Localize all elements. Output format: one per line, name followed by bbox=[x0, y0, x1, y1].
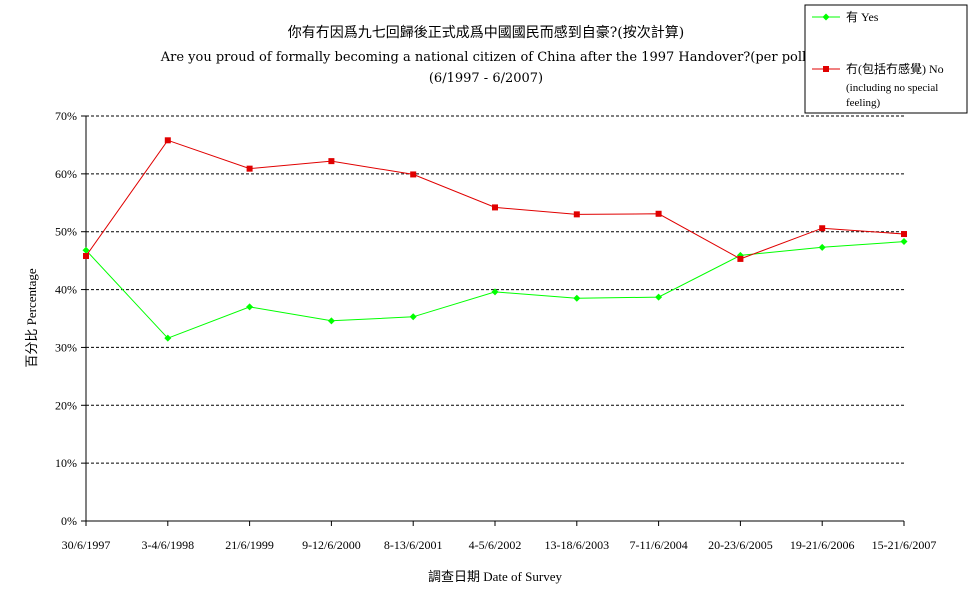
series-0-point bbox=[82, 246, 90, 254]
x-tick-label: 4-5/6/2002 bbox=[469, 538, 522, 552]
series-0-point bbox=[900, 238, 908, 246]
grid-lines bbox=[86, 115, 904, 464]
series-1-point bbox=[83, 253, 89, 260]
series-0-point bbox=[818, 243, 826, 251]
series-1-point bbox=[573, 211, 580, 218]
series-1-point bbox=[492, 204, 498, 211]
series-1-point bbox=[655, 210, 662, 217]
legend-yes-marker bbox=[822, 13, 830, 21]
series-0-point bbox=[491, 288, 499, 296]
series-line-1 bbox=[85, 139, 905, 260]
x-tick-label: 13-18/6/2003 bbox=[544, 538, 609, 552]
x-axis-label: 調查日期 Date of Survey bbox=[428, 569, 562, 584]
x-tick-label: 9-12/6/2000 bbox=[302, 538, 361, 552]
y-tick-label: 40% bbox=[55, 283, 77, 297]
chart-title: 你有冇因爲九七回歸後正式成爲中國國民而感到自豪?(按次計算) bbox=[288, 24, 684, 41]
x-tick-label: 3-4/6/1998 bbox=[141, 538, 194, 552]
axes bbox=[81, 115, 905, 526]
x-tick-label: 7-11/6/2004 bbox=[629, 538, 687, 552]
series-1-point bbox=[819, 225, 826, 232]
series-0-point bbox=[164, 334, 172, 342]
legend-box bbox=[804, 4, 968, 114]
series-layer bbox=[82, 137, 908, 342]
x-tick-label: 20-23/6/2005 bbox=[708, 538, 773, 552]
y-tick-label: 20% bbox=[55, 398, 77, 412]
series-0-point bbox=[246, 303, 254, 311]
y-tick-label: 60% bbox=[55, 167, 77, 181]
series-1-point bbox=[737, 255, 744, 262]
series-1-point bbox=[246, 165, 253, 172]
y-axis-label: 百分比 Percentage bbox=[24, 268, 39, 368]
series-0-point bbox=[655, 293, 663, 301]
legend: 有 Yes 冇(包括冇感覺) No (including no special … bbox=[804, 4, 968, 114]
series-1-point bbox=[410, 171, 417, 178]
legend-no-marker bbox=[823, 66, 829, 72]
y-tick-label: 70% bbox=[55, 109, 77, 123]
legend-no-note-1: (including no special bbox=[846, 82, 938, 94]
legend-no-label: 冇(包括冇感覺) No bbox=[846, 61, 944, 76]
y-tick-label: 0% bbox=[61, 514, 77, 528]
x-tick-label: 30/6/1997 bbox=[62, 538, 111, 552]
y-tick-label: 30% bbox=[55, 340, 77, 354]
y-tick-label: 50% bbox=[55, 225, 77, 239]
y-tick-labels: 0% 10% 20% 30% 40% 50% 60% 70% bbox=[55, 109, 77, 528]
x-tick-label: 19-21/6/2006 bbox=[790, 538, 855, 552]
series-1-point bbox=[328, 158, 335, 165]
series-0-point bbox=[573, 294, 581, 302]
series-0-point bbox=[409, 313, 417, 321]
series-1-point bbox=[901, 231, 907, 238]
legend-no-note-2: feeling) bbox=[846, 97, 881, 109]
chart-date-range: (6/1997 - 6/2007) bbox=[429, 71, 543, 86]
x-tick-labels: 30/6/1997 3-4/6/1998 21/6/1999 9-12/6/2000 8… bbox=[62, 538, 937, 552]
x-tick-label: 8-13/6/2001 bbox=[384, 538, 443, 552]
x-tick-label: 15-21/6/2007 bbox=[872, 538, 937, 552]
series-0-point bbox=[327, 317, 335, 325]
x-tick-label: 21/6/1999 bbox=[225, 538, 274, 552]
legend-yes-label: 有 Yes bbox=[846, 10, 879, 24]
chart-subtitle: Are you proud of formally becoming a nat… bbox=[160, 50, 811, 65]
y-tick-label: 10% bbox=[55, 456, 77, 470]
series-1-point bbox=[164, 137, 171, 144]
